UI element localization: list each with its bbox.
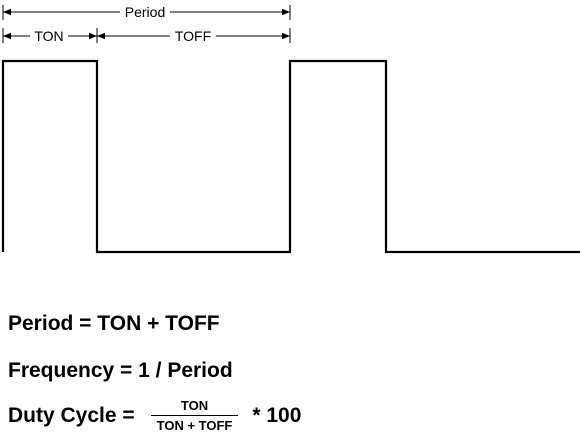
period-formula: Period = TON + TOFF <box>8 312 220 335</box>
toff-dimension: TOFF <box>97 28 291 44</box>
duty-cycle-formula: Duty Cycle = TON TON + TOFF * 100 <box>8 398 301 433</box>
duty-cycle-numerator: TON <box>150 398 239 416</box>
duty-cycle-denominator: TON + TOFF <box>156 418 233 433</box>
frequency-formula: Frequency = 1 / Period <box>8 359 233 382</box>
square-waveform <box>1 59 580 254</box>
toff-label: TOFF <box>175 28 211 44</box>
duty-cycle-multiplier: * 100 <box>252 403 302 427</box>
period-dimension: Period <box>2 4 291 20</box>
duty-cycle-label: Duty Cycle = <box>8 403 135 427</box>
period-label: Period <box>125 4 165 20</box>
pwm-waveform-diagram: Period TON TOFF <box>1 4 580 254</box>
duty-cycle-fraction: TON TON + TOFF <box>150 398 239 433</box>
ton-label: TON <box>34 28 63 44</box>
ton-dimension: TON <box>2 28 98 44</box>
